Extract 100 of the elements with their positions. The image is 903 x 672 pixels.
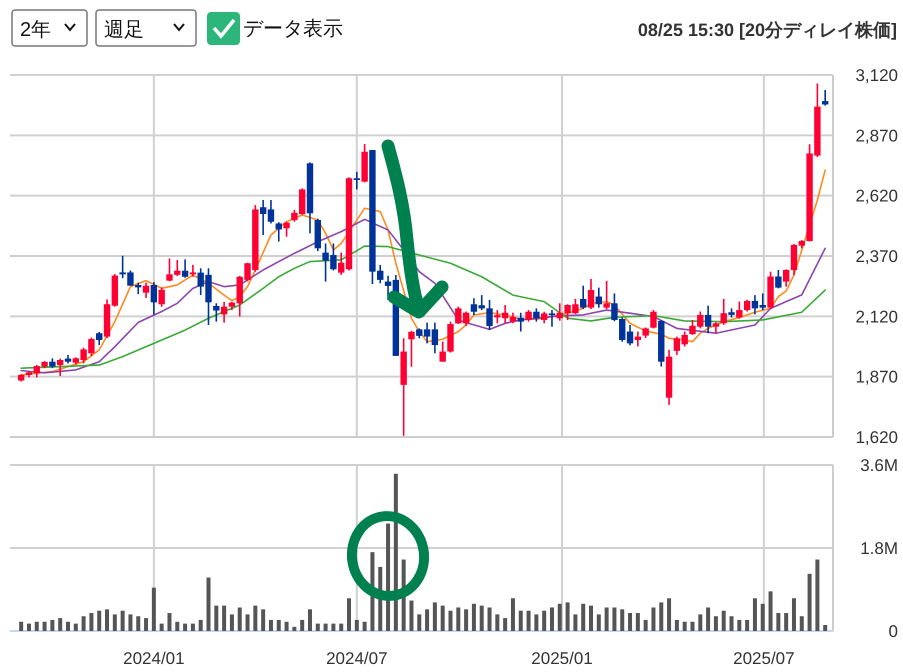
y-tick-label: 2,870 (855, 126, 898, 146)
candlestick (220, 301, 228, 324)
bar (300, 620, 304, 631)
bar (792, 598, 796, 631)
candlestick (533, 308, 540, 322)
candlestick (728, 308, 735, 318)
bar (362, 622, 367, 631)
bar (542, 610, 546, 631)
bar (550, 607, 554, 631)
bar (190, 624, 195, 631)
candlestick (408, 330, 415, 368)
bar (26, 624, 31, 631)
y-tick-label: 3.6M (860, 456, 898, 475)
candlestick (150, 281, 158, 316)
candlestick (190, 264, 196, 278)
chart-title: 08/25 15:30 [20分ディレイ株価] (638, 20, 897, 40)
bar (464, 609, 468, 631)
bar (612, 607, 616, 631)
bar (596, 614, 601, 631)
bar (667, 598, 672, 631)
line-series (20, 218, 826, 374)
y-tick-label: 0 (888, 622, 898, 641)
candlestick (525, 309, 532, 322)
bar (714, 616, 718, 631)
bar (206, 578, 210, 631)
candlestick (736, 300, 743, 320)
bar (558, 604, 562, 631)
bar (183, 624, 188, 631)
bar (800, 616, 804, 631)
candlestick (704, 304, 712, 334)
bar (152, 588, 156, 631)
bar (89, 613, 94, 631)
bar (526, 610, 531, 631)
candlestick (540, 310, 548, 324)
bar (160, 624, 164, 631)
bar (534, 614, 538, 631)
candlestick (603, 280, 610, 310)
bar (268, 620, 273, 631)
bar (566, 602, 570, 631)
candlestick (96, 331, 102, 346)
bar (120, 610, 125, 631)
bar (628, 613, 632, 631)
x-tick-label: 2025/07 (733, 649, 795, 668)
bar (448, 610, 452, 631)
bar (34, 622, 39, 631)
bar (760, 604, 765, 631)
bar (331, 624, 336, 631)
bar (105, 609, 110, 631)
bar (167, 613, 172, 631)
bar (128, 614, 132, 631)
bar (503, 618, 508, 631)
bar (19, 622, 24, 631)
candlestick (596, 286, 602, 308)
bar (722, 610, 726, 631)
bar (690, 622, 694, 631)
bar (74, 624, 78, 631)
candlestick (822, 89, 828, 106)
bar (604, 607, 609, 631)
bar (58, 618, 62, 631)
bar (682, 622, 687, 631)
candlestick (720, 298, 727, 326)
candlestick (650, 309, 657, 330)
candlestick (354, 170, 360, 190)
bar (339, 624, 344, 631)
text: 週足 (104, 19, 144, 41)
candlestick (518, 312, 524, 332)
y-tick-label: 2,120 (855, 307, 898, 326)
bar (42, 622, 47, 631)
candlestick (588, 278, 594, 310)
text: データ表示 (243, 18, 343, 40)
candlestick (182, 258, 188, 279)
bar (698, 614, 702, 631)
line-series (20, 245, 826, 370)
candlestick (634, 330, 642, 348)
bar (198, 620, 203, 631)
candlestick (213, 302, 220, 322)
candlestick (283, 220, 290, 238)
bar (324, 624, 328, 631)
bar (253, 606, 258, 631)
bar (815, 560, 820, 631)
bar (440, 606, 445, 631)
bar (66, 622, 70, 631)
bar (50, 620, 54, 631)
bar (488, 607, 492, 631)
bar (347, 598, 352, 631)
bar (581, 604, 586, 631)
bar (246, 614, 250, 631)
bar (284, 622, 289, 631)
bar (82, 616, 86, 631)
bar (409, 600, 414, 631)
y-tick-label: 1,870 (855, 368, 898, 387)
bar (510, 598, 515, 631)
bar (784, 613, 788, 631)
bar (417, 614, 422, 631)
bar (472, 604, 476, 631)
bar (112, 614, 117, 631)
bar (292, 626, 296, 631)
candlestick (712, 322, 720, 334)
candlestick (782, 268, 790, 288)
bar (238, 607, 242, 631)
